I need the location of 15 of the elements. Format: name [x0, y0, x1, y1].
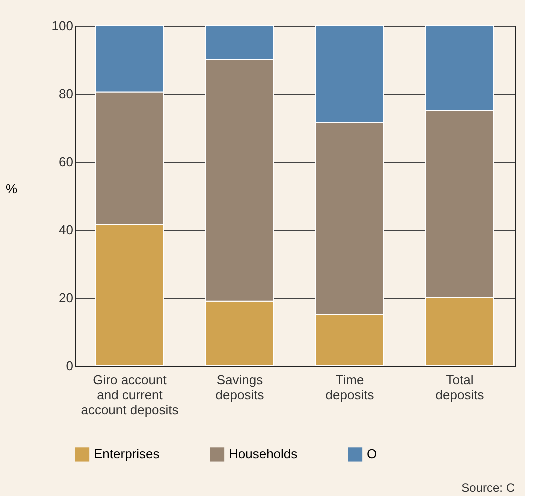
- x-tick-label: Savings deposits: [216, 372, 265, 402]
- legend-label: Households: [229, 446, 298, 462]
- y-tick-label: 20: [59, 290, 74, 306]
- legend-label: Enterprises: [94, 446, 160, 462]
- y-tick-label: 60: [59, 154, 74, 170]
- y-tick-label: 100: [52, 18, 74, 34]
- x-tick-label: Total deposits: [436, 372, 485, 402]
- y-tick-label: 0: [66, 358, 74, 374]
- y-axis-title: %: [6, 182, 18, 196]
- y-tick-label: 40: [59, 222, 74, 238]
- source-note: Source: C: [462, 481, 516, 495]
- x-tick-label: Time deposits: [326, 372, 375, 402]
- x-tick-label: Giro account and current account deposits: [81, 372, 180, 418]
- legend-label: O: [367, 446, 378, 462]
- y-tick-label: 80: [59, 86, 74, 102]
